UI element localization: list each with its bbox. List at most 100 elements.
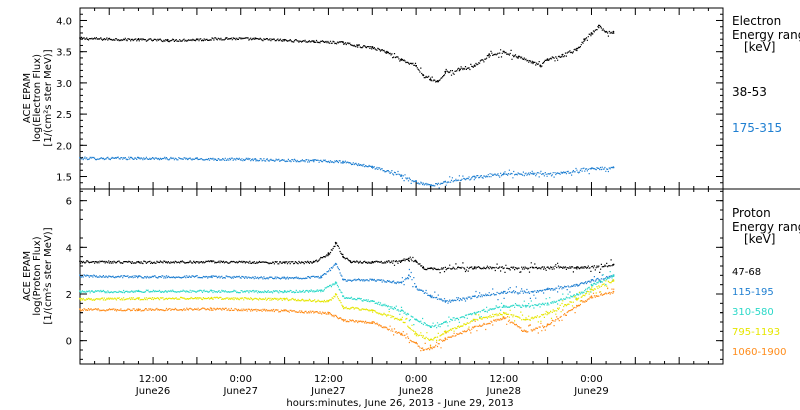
data-point xyxy=(137,275,140,278)
series-trace xyxy=(80,24,615,83)
data-point xyxy=(502,316,505,319)
data-point xyxy=(590,295,593,298)
series-trace xyxy=(80,271,615,329)
data-point xyxy=(590,279,593,281)
data-point xyxy=(334,293,337,295)
data-point xyxy=(612,274,615,277)
series-trace xyxy=(80,242,615,274)
data-point xyxy=(371,309,374,312)
electron-y-axis-title: ACE EPAM log(Electron Flux) [1/(cm²s ste… xyxy=(22,49,54,146)
data-point xyxy=(473,266,476,269)
data-point xyxy=(371,321,374,323)
electron-legend-unit: [keV] xyxy=(744,40,775,54)
data-point xyxy=(532,61,534,64)
data-point xyxy=(342,255,344,258)
data-point xyxy=(108,37,111,40)
data-point xyxy=(415,332,417,335)
data-point xyxy=(334,241,337,244)
data-point xyxy=(415,260,417,263)
data-point xyxy=(320,275,322,278)
series-38-53 xyxy=(79,24,615,83)
data-point xyxy=(415,65,417,67)
legend-entry: 38-53 xyxy=(732,85,767,99)
data-point xyxy=(444,180,447,183)
data-point xyxy=(225,37,228,39)
x-tick-date: June28 xyxy=(486,386,522,397)
data-point xyxy=(502,172,505,175)
data-point xyxy=(422,349,425,351)
data-point xyxy=(79,290,81,293)
data-point xyxy=(137,297,140,300)
data-point xyxy=(210,275,213,278)
data-point xyxy=(539,64,542,67)
data-point xyxy=(576,297,578,300)
x-axis: 12:00June260:00June2712:00June270:00June… xyxy=(79,8,724,397)
data-point xyxy=(415,286,417,288)
data-point xyxy=(371,165,374,168)
data-point xyxy=(429,267,432,270)
data-point xyxy=(590,167,593,170)
data-point xyxy=(283,290,286,293)
data-point xyxy=(444,70,447,73)
data-point xyxy=(210,296,213,299)
data-point xyxy=(459,68,461,71)
data-point xyxy=(312,40,315,42)
legend-entry: 47-68 xyxy=(732,267,761,278)
proton-y-axis-title: ACE EPAM log(Proton Flux) [1/(cm²s ster … xyxy=(22,227,54,324)
data-point xyxy=(342,160,344,163)
electron-ylabel-line2: log(Electron Flux) xyxy=(32,54,43,142)
data-point xyxy=(429,325,432,328)
y-tick-label: 1.5 xyxy=(56,173,72,184)
data-point xyxy=(400,309,403,312)
data-point xyxy=(334,262,337,265)
data-point xyxy=(612,30,615,33)
y-tick-label: 3.5 xyxy=(56,48,72,59)
data-point xyxy=(327,300,330,302)
proton-legend-title: Proton xyxy=(732,206,771,220)
data-point xyxy=(444,300,447,302)
data-point xyxy=(576,266,578,269)
data-point xyxy=(590,288,593,291)
data-point xyxy=(546,288,549,291)
y-tick-label: 4 xyxy=(66,243,72,254)
data-point xyxy=(561,53,564,56)
data-point xyxy=(429,184,432,187)
proton-plot xyxy=(79,241,615,352)
data-point xyxy=(196,157,198,160)
data-point xyxy=(196,38,198,41)
data-point xyxy=(473,311,476,314)
data-point xyxy=(371,300,374,302)
electron-legend-title: Electron xyxy=(732,14,781,28)
data-point xyxy=(312,159,315,162)
data-point xyxy=(386,50,388,53)
data-point xyxy=(605,30,607,33)
proton-ylabel-line2: log(Proton Flux) xyxy=(32,236,43,315)
proton-ylabel-line3: [1/(cm²s ster MeV)] xyxy=(43,227,54,324)
y-tick-label: 4.0 xyxy=(56,16,72,27)
data-point xyxy=(576,304,578,307)
y-tick-label: 3.0 xyxy=(56,79,72,90)
data-point xyxy=(400,281,403,284)
data-point xyxy=(349,260,352,263)
y-tick-label: 2 xyxy=(66,290,72,301)
data-point xyxy=(79,37,81,39)
series-1060-1900 xyxy=(79,287,615,352)
x-tick-date: June29 xyxy=(573,386,609,397)
data-point xyxy=(371,46,374,49)
proton-legend-unit: [keV] xyxy=(744,232,775,246)
data-point xyxy=(371,278,374,281)
data-point xyxy=(590,283,593,286)
data-point xyxy=(342,295,344,298)
data-point xyxy=(400,58,403,61)
data-point xyxy=(283,276,286,279)
data-point xyxy=(502,304,505,307)
data-point xyxy=(137,289,140,292)
data-point xyxy=(79,297,81,300)
data-point xyxy=(371,260,374,263)
data-point xyxy=(612,279,615,281)
data-point xyxy=(166,38,169,41)
legend-entry: 310-580 xyxy=(732,307,774,318)
x-tick-date: June26 xyxy=(135,386,171,397)
data-point xyxy=(444,321,447,323)
